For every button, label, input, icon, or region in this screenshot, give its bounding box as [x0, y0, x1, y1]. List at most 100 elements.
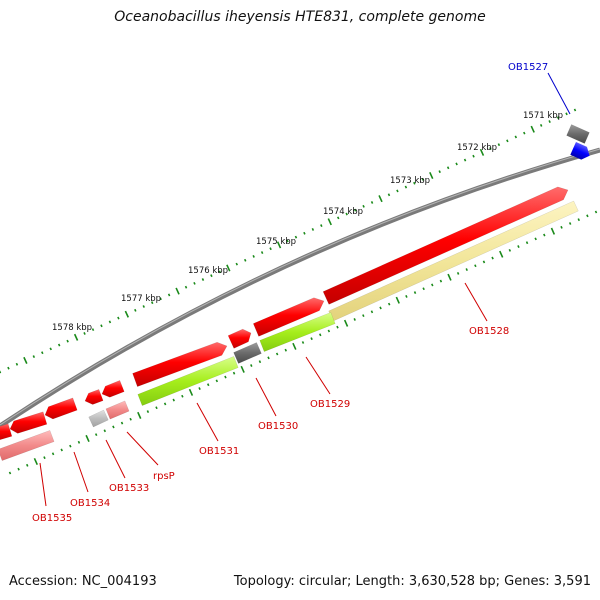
- ruler-tick: [142, 305, 145, 308]
- ruler-tick: [137, 411, 142, 419]
- ruler-tick: [479, 148, 485, 156]
- hit-block-rpsP[interactable]: [105, 400, 130, 420]
- scale-label: 1574 kbp: [323, 207, 363, 217]
- ruler-tick: [438, 170, 441, 174]
- ruler-tick: [112, 425, 115, 429]
- ruler-tick: [573, 108, 577, 112]
- scale-label: 1571 kbp: [523, 111, 563, 121]
- ruler-tick: [69, 444, 72, 448]
- hit-block-OB1531[interactable]: [137, 356, 239, 406]
- ruler-tick: [310, 337, 313, 341]
- ruler-tick: [474, 264, 477, 268]
- topology-text: Topology: circular; Length: 3,630,528 bp…: [233, 574, 591, 589]
- ruler-tick: [465, 268, 468, 271]
- gene-arrow-OB1529[interactable]: [252, 297, 325, 337]
- ruler-tick: [206, 383, 210, 387]
- ruler-tick: [134, 308, 137, 312]
- ruler-tick: [155, 406, 158, 410]
- ruler-tick: [26, 463, 29, 467]
- gene-label-OB1529[interactable]: OB1529: [310, 399, 350, 410]
- callout-line-OB1528: [464, 282, 488, 322]
- ruler-tick: [472, 154, 475, 158]
- gene-arrow-OB1530[interactable]: [227, 328, 252, 349]
- ruler-tick: [150, 301, 154, 305]
- hit-block-OB1535[interactable]: [0, 430, 55, 461]
- gene-arrow-offscreen[interactable]: [0, 423, 13, 441]
- ruler-tick: [210, 274, 213, 278]
- gene-label-OB1530[interactable]: OB1530: [258, 421, 298, 432]
- ruler-tick: [267, 356, 270, 360]
- scale-label: 1576 kbp: [188, 266, 228, 276]
- callout-line-OB1531: [196, 402, 219, 442]
- ruler-tick: [327, 218, 332, 226]
- ruler-tick: [489, 147, 492, 150]
- ruler-tick: [243, 258, 247, 262]
- ruler-tick: [378, 195, 383, 203]
- ruler-tick: [215, 379, 219, 383]
- ruler-tick: [379, 306, 382, 310]
- ruler-tick: [51, 452, 55, 456]
- hit-block-OB1533[interactable]: [88, 409, 109, 428]
- ruler-tick: [508, 248, 512, 252]
- ruler-tick: [534, 237, 537, 241]
- ruler-tick: [517, 245, 520, 248]
- scale-label: 1575 kbp: [256, 237, 296, 247]
- gene-label-OB1533[interactable]: OB1533: [109, 483, 149, 494]
- gene-arrow-OB1533[interactable]: [84, 389, 104, 405]
- ruler-tick: [439, 279, 443, 283]
- hit-block-OB1528[interactable]: [328, 200, 579, 322]
- callouts: OB1527 OB1528 OB1529 OB1530 OB1531 rpsP OB1533…: [32, 62, 571, 524]
- ruler-tick: [362, 204, 365, 208]
- ruler-tick: [292, 342, 297, 350]
- scale-label: 1573 kbp: [390, 176, 430, 186]
- ruler-tick: [33, 457, 39, 466]
- gene-label-rpsP[interactable]: rpsP: [153, 471, 175, 482]
- ruler-tick: [32, 355, 36, 359]
- gene-block-grey-1571[interactable]: [566, 124, 590, 144]
- ruler-tick: [327, 329, 331, 333]
- gene-arrow-OB1528[interactable]: [322, 186, 569, 305]
- ruler-tick: [146, 410, 150, 414]
- ruler-tick: [198, 387, 201, 390]
- ruler-tick: [497, 143, 501, 147]
- ruler-tick: [455, 162, 458, 166]
- ruler-tick: [303, 231, 306, 235]
- ruler-tick: [175, 287, 180, 295]
- ruler-tick: [560, 225, 563, 229]
- ruler-tick: [565, 112, 568, 116]
- ruler-tick: [43, 456, 46, 460]
- ruler-tick: [85, 434, 90, 442]
- accession-text: Accession: NC_004193: [9, 574, 157, 589]
- ruler-tick: [345, 212, 348, 216]
- gene-label-OB1535[interactable]: OB1535: [32, 513, 72, 524]
- gene-arrow-rpsP[interactable]: [101, 380, 125, 398]
- callout-line-OB1535: [39, 462, 47, 507]
- ruler-tick: [514, 135, 518, 139]
- ruler-tick: [77, 440, 81, 444]
- gene-label-OB1534[interactable]: OB1534: [70, 498, 110, 509]
- hit-block-OB1529[interactable]: [259, 312, 336, 352]
- ruler-tick: [421, 177, 425, 181]
- gene-arrow-OB1535[interactable]: [9, 411, 48, 434]
- gene-arrow-OB1534[interactable]: [44, 397, 78, 420]
- hit-block-OB1530[interactable]: [233, 342, 262, 364]
- gene-arrow-OB1531[interactable]: [132, 341, 228, 387]
- ruler-tick: [577, 218, 580, 222]
- gene-label-OB1528[interactable]: OB1528: [469, 326, 509, 337]
- ruler-tick: [193, 281, 196, 285]
- gene-label-OB1531[interactable]: OB1531: [199, 446, 239, 457]
- ruler-tick: [103, 429, 107, 433]
- ruler-tick: [83, 332, 86, 335]
- gene-label-OB1527[interactable]: OB1527: [508, 62, 548, 73]
- ruler-tick: [301, 341, 305, 344]
- ruler-tick: [337, 216, 340, 220]
- ruler-tick: [124, 310, 130, 318]
- ruler-tick: [276, 241, 282, 249]
- gene-arrow-OB1527[interactable]: [570, 142, 592, 162]
- ruler-tick: [201, 278, 205, 281]
- backbone-ring-highlight: [0, 148, 600, 426]
- callout-line-OB1529: [305, 356, 331, 395]
- ruler-tick: [446, 166, 450, 170]
- ruler-tick: [7, 366, 10, 370]
- ruler-tick: [286, 239, 289, 243]
